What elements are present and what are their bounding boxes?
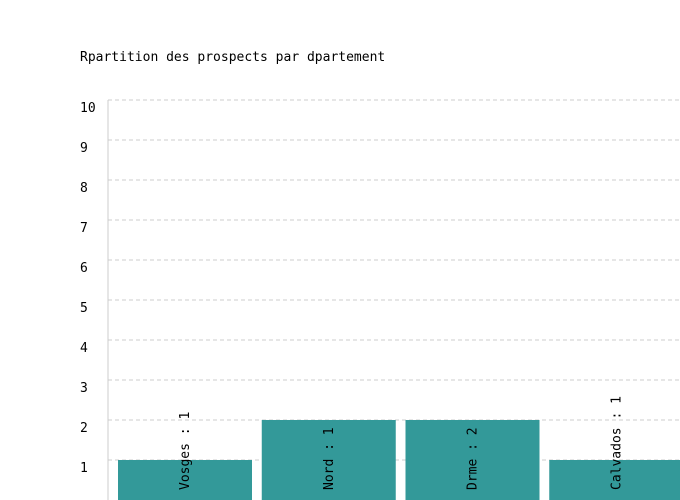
- y-tick-label: 2: [80, 421, 88, 436]
- chart-title: Rpartition des prospects par dpartement: [80, 50, 386, 65]
- y-tick-label: 9: [80, 141, 88, 156]
- y-tick-label: 8: [80, 181, 88, 196]
- y-tick-label: 7: [80, 221, 88, 236]
- bar: [549, 460, 680, 500]
- bar-label: Nord : 1: [322, 427, 337, 490]
- bar-label: Calvados : 1: [609, 396, 624, 490]
- y-tick-label: 10: [80, 101, 96, 116]
- bar: [405, 420, 540, 500]
- y-tick-label: 1: [80, 461, 88, 476]
- bar-label: Vosges : 1: [178, 412, 193, 490]
- y-tick-label: 4: [80, 341, 88, 356]
- y-tick-label: 6: [80, 261, 88, 276]
- bar: [118, 460, 252, 500]
- bar-label: Drme : 2: [466, 427, 481, 490]
- y-tick-label: 5: [80, 301, 88, 316]
- bar: [261, 420, 396, 500]
- y-tick-label: 3: [80, 381, 88, 396]
